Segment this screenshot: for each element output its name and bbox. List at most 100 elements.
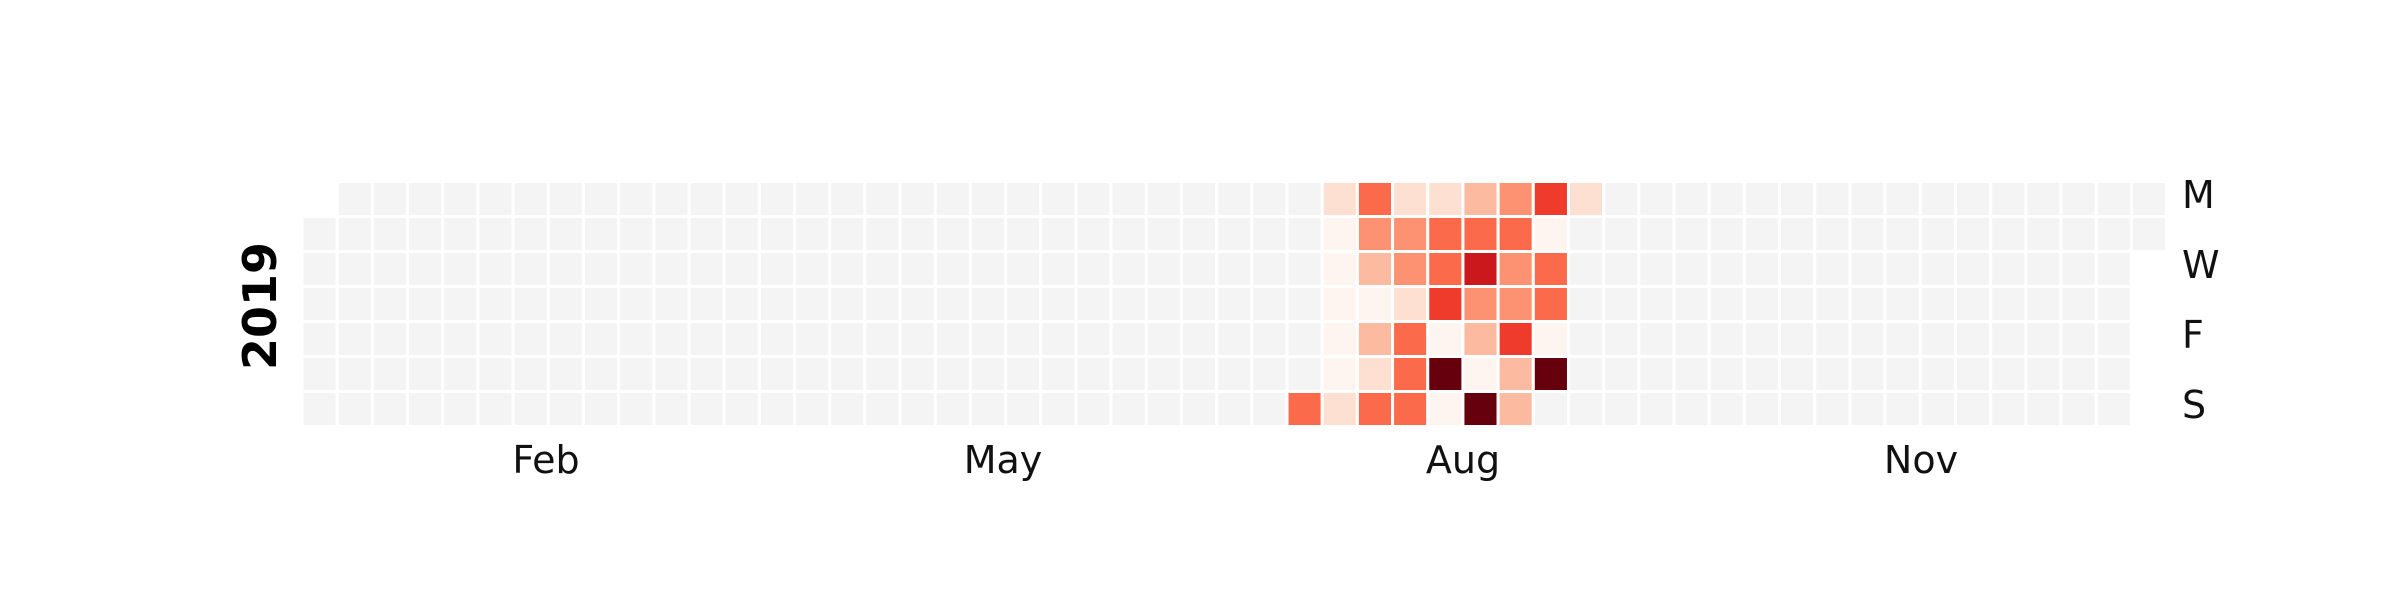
heatmap-cell-2019-10-15 (1742, 215, 1782, 253)
heatmap-cell-2019-02-11 (511, 180, 550, 218)
heatmap-cell-2019-04-06 (757, 355, 797, 393)
heatmap-cell-2019-02-26 (581, 215, 621, 253)
heatmap-cell-2019-12-02 (1989, 180, 2028, 218)
heatmap-cell-2019-04-16 (828, 215, 867, 253)
heatmap-cell-2019-05-08 (933, 250, 972, 288)
heatmap-cell-2019-12-24 (2094, 215, 2133, 253)
heatmap-cell-2019-02-19 (546, 215, 585, 253)
heatmap-cell-2019-01-27 (406, 390, 445, 428)
heatmap-cell-2019-03-22 (687, 320, 726, 358)
heatmap-cell-2019-09-28 (1637, 355, 1676, 393)
heatmap-cell-2019-04-21 (828, 390, 867, 428)
heatmap-cell-2019-06-12 (1109, 250, 1148, 288)
heatmap-cell-2019-10-01 (1672, 215, 1711, 253)
heatmap-cell-2019-02-14 (511, 285, 550, 323)
heatmap-cell-2019-08-26 (1496, 180, 1535, 218)
heatmap-cell-2019-12-28 (2094, 355, 2133, 393)
heatmap-cell-2019-10-23 (1778, 250, 1817, 288)
heatmap-cell-2019-12-16 (2059, 180, 2098, 218)
day-label-wednesday: W (2182, 243, 2220, 287)
heatmap-cell-2019-12-19 (2059, 285, 2098, 323)
heatmap-cell-2019-12-05 (1989, 285, 2028, 323)
heatmap-cell-2019-05-06 (933, 180, 972, 218)
heatmap-cell-2019-01-05 (300, 355, 339, 393)
heatmap-cell-2019-03-31 (722, 390, 761, 428)
heatmap-cell-2019-10-11 (1707, 320, 1746, 358)
heatmap-cell-2019-01-01 (300, 215, 339, 253)
heatmap-cell-2019-09-15 (1566, 390, 1606, 428)
heatmap-cell-2019-09-26 (1637, 285, 1676, 323)
heatmap-cell-2019-10-12 (1707, 355, 1746, 393)
heatmap-cell-2019-12-12 (2024, 285, 2063, 323)
heatmap-cell-2019-03-09 (617, 355, 656, 393)
heatmap-cell-2019-10-18 (1742, 320, 1782, 358)
heatmap-cell-2019-02-25 (581, 180, 621, 218)
heatmap-cell-2019-08-12 (1426, 180, 1465, 218)
heatmap-cell-2019-09-23 (1637, 180, 1676, 218)
heatmap-cell-2019-03-04 (617, 180, 656, 218)
heatmap-cell-2019-03-17 (652, 390, 691, 428)
heatmap-cell-2019-06-14 (1109, 320, 1148, 358)
heatmap-cell-2019-02-09 (476, 355, 515, 393)
day-label-friday: F (2182, 313, 2204, 357)
heatmap-cell-2019-08-04 (1355, 390, 1395, 428)
heatmap-cell-2019-07-14 (1250, 390, 1289, 428)
heatmap-cell-2019-04-04 (757, 285, 797, 323)
heatmap-cell-2019-05-15 (968, 250, 1008, 288)
heatmap-cell-2019-07-07 (1215, 390, 1254, 428)
heatmap-cell-2019-01-08 (335, 215, 374, 253)
heatmap-cell-2019-04-11 (793, 285, 832, 323)
day-label-monday: M (2182, 173, 2215, 217)
heatmap-cell-2019-10-13 (1707, 390, 1746, 428)
heatmap-cell-2019-08-30 (1496, 320, 1535, 358)
heatmap-cell-2019-11-23 (1918, 355, 1957, 393)
heatmap-cell-2019-05-10 (933, 320, 972, 358)
heatmap-cell-2019-11-01 (1813, 320, 1852, 358)
heatmap-cell-2019-03-20 (687, 250, 726, 288)
heatmap-cell-2019-09-07 (1531, 355, 1570, 393)
heatmap-cell-2019-05-05 (898, 390, 937, 428)
heatmap-cell-2019-07-28 (1320, 390, 1359, 428)
heatmap-cell-2019-05-27 (1039, 180, 1078, 218)
heatmap-cell-2019-10-02 (1672, 250, 1711, 288)
heatmap-cell-2019-06-01 (1039, 355, 1078, 393)
heatmap-cell-2019-11-30 (1953, 355, 1993, 393)
heatmap-cell-2019-12-09 (2024, 180, 2063, 218)
heatmap-cell-2019-09-08 (1531, 390, 1570, 428)
heatmap-cell-2019-12-30 (2129, 180, 2169, 218)
heatmap-cell-2019-09-18 (1602, 250, 1641, 288)
heatmap-cell-2019-07-02 (1215, 215, 1254, 253)
heatmap-cell-2019-08-23 (1461, 320, 1500, 358)
heatmap-cell-2019-02-21 (546, 285, 585, 323)
heatmap-cell-2019-07-04 (1215, 285, 1254, 323)
heatmap-cell-2019-08-25 (1461, 390, 1500, 428)
heatmap-cell-2019-08-08 (1391, 285, 1430, 323)
heatmap-cell-2019-08-06 (1391, 215, 1430, 253)
heatmap-cell-2019-01-03 (300, 285, 339, 323)
heatmap-cell-2019-01-23 (406, 250, 445, 288)
heatmap-cell-2019-05-21 (1004, 215, 1043, 253)
heatmap-cell-2019-06-06 (1074, 285, 1113, 323)
heatmap-cell-2019-03-02 (581, 355, 621, 393)
heatmap-cell-2019-05-14 (968, 215, 1008, 253)
heatmap-cell-2019-03-16 (652, 355, 691, 393)
heatmap-cell-2019-07-22 (1320, 180, 1359, 218)
heatmap-cell-2019-12-26 (2094, 285, 2133, 323)
heatmap-cell-2019-03-12 (652, 215, 691, 253)
heatmap-cell-2019-05-28 (1039, 215, 1078, 253)
heatmap-cell-2019-07-29 (1355, 180, 1395, 218)
heatmap-cell-2019-12-13 (2024, 320, 2063, 358)
heatmap-cell-2019-10-20 (1742, 390, 1782, 428)
heatmap-cell-2019-07-16 (1285, 215, 1324, 253)
heatmap-cell-2019-03-24 (687, 390, 726, 428)
heatmap-cell-2019-08-15 (1426, 285, 1465, 323)
heatmap-cell-2019-11-09 (1848, 355, 1887, 393)
heatmap-cell-2019-09-25 (1637, 250, 1676, 288)
heatmap-cell-2019-03-06 (617, 250, 656, 288)
heatmap-cell-2019-07-21 (1285, 390, 1324, 428)
heatmap-cell-2019-02-04 (476, 180, 515, 218)
heatmap-cell-2019-10-31 (1813, 285, 1852, 323)
heatmap-cell-2019-07-10 (1250, 250, 1289, 288)
heatmap-cell-2019-01-28 (441, 180, 480, 218)
heatmap-cell-2019-04-12 (793, 320, 832, 358)
